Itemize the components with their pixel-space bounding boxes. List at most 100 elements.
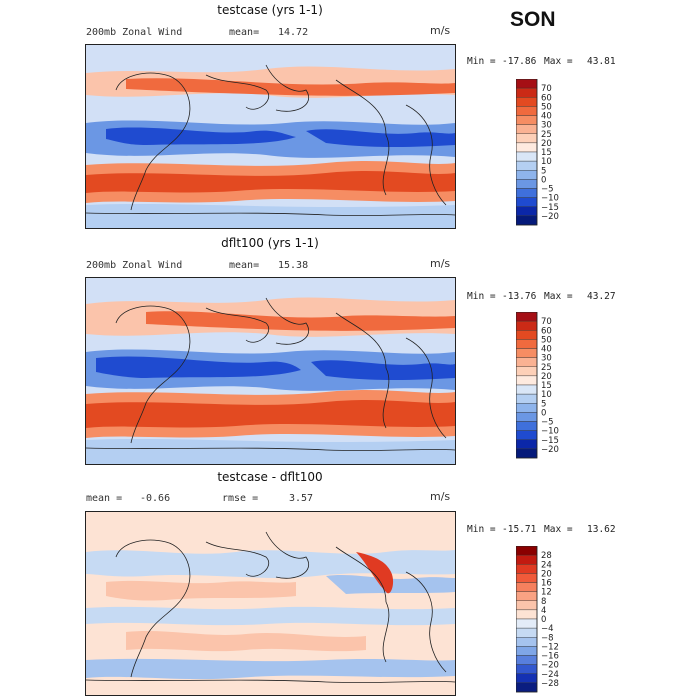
colorbar-swatch <box>516 179 538 189</box>
colorbar-swatch <box>516 215 538 226</box>
colorbar-tick-label: −10 <box>541 427 559 437</box>
colorbar-tick-label: 15 <box>541 381 552 391</box>
panel-1-max-value: 43.81 <box>587 56 616 67</box>
colorbar-swatch <box>516 646 538 656</box>
colorbar-swatch <box>516 618 538 629</box>
colorbar-tick-label: 40 <box>541 112 552 122</box>
panel-3-units: m/s <box>430 490 451 503</box>
colorbar-tick-label: 30 <box>541 121 552 131</box>
colorbar-tick-label: 70 <box>541 317 552 327</box>
colorbar-tick-label: −20 <box>541 445 559 455</box>
colorbar-swatch <box>516 591 538 601</box>
colorbar-swatch <box>516 87 538 98</box>
panel-2-colorbar: 70 60 50 40 30 25 20 15 10 5 0 −5 −10 −15 −20 <box>516 312 596 460</box>
panel-2-max-value: 43.27 <box>587 291 616 302</box>
colorbar-tick-label: 8 <box>541 597 546 607</box>
colorbar-tick-label: 20 <box>541 569 552 579</box>
colorbar-swatch <box>516 133 538 144</box>
colorbar-tick-label: 10 <box>541 157 552 167</box>
panel-3-max-label: Max = <box>544 524 573 535</box>
panel-3-contour-field <box>86 512 455 695</box>
panel-3-mean-value: -0.66 <box>140 493 171 504</box>
season-label: SON <box>510 8 556 31</box>
panel-3-rmse-label: rmse = <box>222 493 259 504</box>
colorbar-tick-label: 25 <box>541 363 552 373</box>
panel-3-title: testcase - dflt100 <box>217 470 323 484</box>
colorbar-swatch <box>516 546 538 556</box>
colorbar-tick-label: −8 <box>541 633 554 643</box>
panel-1-min-value: -17.86 <box>502 56 537 67</box>
colorbar-swatch <box>516 564 538 574</box>
colorbar-tick-label: 4 <box>541 606 546 616</box>
colorbar-swatch <box>516 124 538 134</box>
panel-1-mean-value: 14.72 <box>278 27 309 38</box>
colorbar-outline <box>516 546 538 693</box>
colorbar-tick-label: −12 <box>541 642 559 652</box>
colorbar-tick-label: −20 <box>541 212 559 222</box>
colorbar-tick-label: 12 <box>541 588 552 598</box>
panel-3-map <box>85 511 456 696</box>
colorbar-swatch <box>516 682 538 693</box>
colorbar-tick-label: 60 <box>541 93 552 103</box>
panel-2-title: dflt100 (yrs 1-1) <box>221 236 319 250</box>
colorbar-swatch <box>516 106 538 116</box>
panel-3-colorbar: 28 24 20 16 12 8 4 0 −4 −8 −12 −16 −20 −24 −28 <box>516 546 596 694</box>
colorbar-swatch <box>516 664 538 674</box>
colorbar-swatch <box>516 430 538 440</box>
colorbar-tick-label: −24 <box>541 670 559 680</box>
panel-1-units: m/s <box>430 24 451 37</box>
colorbar-tick-label: −16 <box>541 652 559 662</box>
colorbar-swatch <box>516 627 538 638</box>
colorbar-tick-label: −15 <box>541 203 559 213</box>
colorbar-tick-label: 0 <box>541 408 546 418</box>
colorbar-tick-label: −5 <box>541 418 554 428</box>
panel-1-mean-label: mean= <box>229 27 260 38</box>
colorbar-tick-label: −4 <box>541 624 554 634</box>
colorbar-swatch <box>516 554 538 565</box>
colorbar-tick-label: 60 <box>541 326 552 336</box>
panel-1-colorbar: 70 60 50 40 30 25 20 15 10 5 0 −5 −10 −15 −20 <box>516 79 596 227</box>
colorbar-tick-label: 50 <box>541 335 552 345</box>
panel-2-units: m/s <box>430 257 451 270</box>
panel-1-title: testcase (yrs 1-1) <box>217 3 323 17</box>
colorbar-swatch <box>516 403 538 413</box>
colorbar-tick-label: 30 <box>541 354 552 364</box>
colorbar-swatch <box>516 600 538 611</box>
colorbar-tick-label: −28 <box>541 679 559 689</box>
panel-3-rmse-value: 3.57 <box>289 493 314 504</box>
panel-3-max-value: 13.62 <box>587 524 616 535</box>
colorbar-swatch <box>516 673 538 684</box>
panel-2-field-label: 200mb Zonal Wind <box>86 260 183 271</box>
colorbar-tick-label: 70 <box>541 84 552 94</box>
colorbar-tick-label: 5 <box>541 166 546 176</box>
colorbar-tick-label: 0 <box>541 175 546 185</box>
colorbar-swatch <box>516 197 538 207</box>
colorbar-swatch <box>516 206 538 217</box>
panel-2-min-value: -13.76 <box>502 291 537 302</box>
colorbar-swatch <box>516 357 538 367</box>
colorbar-swatch <box>516 339 538 349</box>
colorbar-tick-label: 25 <box>541 130 552 140</box>
colorbar-swatch <box>516 439 538 450</box>
panel-1-map <box>85 44 456 229</box>
colorbar-tick-label: 0 <box>541 615 546 625</box>
colorbar-tick-label: 15 <box>541 148 552 158</box>
colorbar-swatch <box>516 366 538 377</box>
panel-3-min-value: -15.71 <box>502 524 537 535</box>
colorbar-swatch <box>516 115 538 125</box>
colorbar-tick-label: 28 <box>541 551 552 561</box>
colorbar-swatch <box>516 160 538 171</box>
panel-2-contour-field <box>86 278 455 464</box>
panel-2-mean-value: 15.38 <box>278 260 309 271</box>
colorbar-swatch <box>516 582 538 592</box>
panel-3-min-label: Min = <box>467 524 496 535</box>
colorbar-swatch <box>516 655 538 665</box>
colorbar-tick-label: −10 <box>541 194 559 204</box>
colorbar-tick-label: −15 <box>541 436 559 446</box>
colorbar-tick-label: 5 <box>541 399 546 409</box>
colorbar-swatch <box>516 412 538 422</box>
colorbar-swatch <box>516 79 538 89</box>
colorbar-tick-label: 20 <box>541 372 552 382</box>
panel-1-field-label: 200mb Zonal Wind <box>86 27 183 38</box>
colorbar-tick-label: 16 <box>541 579 552 589</box>
